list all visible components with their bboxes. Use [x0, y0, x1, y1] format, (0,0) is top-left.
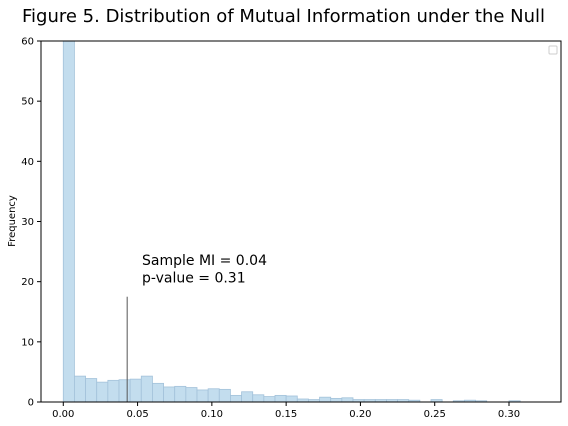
histogram-bar-8	[152, 382, 164, 403]
y-tick-label: 30	[21, 217, 34, 228]
histogram-bar-23	[319, 396, 332, 403]
annotation-group: Sample MI = 0.04p-value = 0.31	[142, 253, 267, 286]
histogram-bar-5	[118, 379, 131, 403]
histogram-bar-11	[185, 387, 198, 403]
histogram-bar-6	[129, 378, 142, 403]
histogram-bar-2	[85, 378, 98, 403]
annotation-sample-mi: Sample MI = 0.04	[142, 253, 267, 269]
histogram-bar-18	[263, 396, 276, 403]
y-tick-label: 60	[21, 37, 34, 48]
histogram-bar-4	[107, 379, 120, 403]
x-tick-label: 0.30	[498, 409, 520, 420]
annotation-p-value: p-value = 0.31	[142, 270, 246, 286]
x-tick-label: 0.20	[349, 409, 371, 420]
histogram-bar-25	[341, 397, 354, 403]
x-tick-label: 0.25	[424, 409, 446, 420]
histogram-bar-17	[252, 394, 265, 403]
histogram-bar-12	[196, 389, 209, 403]
x-axis-ticks: 0.00 0.05 0.10 0.15 0.20 0.25 0.30	[52, 402, 520, 420]
chart-title: Figure 5. Distribution of Mutual Informa…	[22, 6, 545, 27]
y-tick-label: 20	[21, 277, 34, 288]
histogram-bar-16	[241, 391, 254, 403]
histogram-bar-3	[96, 381, 109, 403]
histogram-bar-24	[330, 397, 343, 403]
histogram-bar-0	[62, 40, 75, 403]
histogram-bar-13	[207, 388, 220, 403]
histogram-bars	[62, 40, 521, 403]
y-tick-label: 0	[28, 398, 34, 409]
histogram-bar-9	[163, 386, 176, 403]
y-tick-label: 10	[21, 337, 34, 348]
plot-frame	[40, 40, 562, 403]
histogram-bar-20	[285, 395, 298, 403]
legend-box	[548, 45, 558, 55]
x-tick-label: 0.05	[126, 409, 148, 420]
histogram-bar-7	[140, 375, 153, 403]
y-axis-ticks: 0 10 20 30 40 50 60	[21, 37, 41, 409]
y-tick-label: 40	[21, 157, 34, 168]
x-tick-label: 0.15	[275, 409, 297, 420]
x-tick-label: 0.00	[52, 409, 74, 420]
histogram-bar-15	[230, 394, 242, 403]
y-axis-label: Frequency	[7, 195, 18, 247]
y-tick-label: 50	[21, 97, 34, 108]
x-tick-label: 0.10	[201, 409, 223, 420]
histogram-bar-1	[74, 375, 86, 403]
histogram-bar-10	[174, 385, 187, 403]
histogram-bar-14	[218, 388, 231, 403]
histogram-bar-19	[274, 394, 287, 403]
